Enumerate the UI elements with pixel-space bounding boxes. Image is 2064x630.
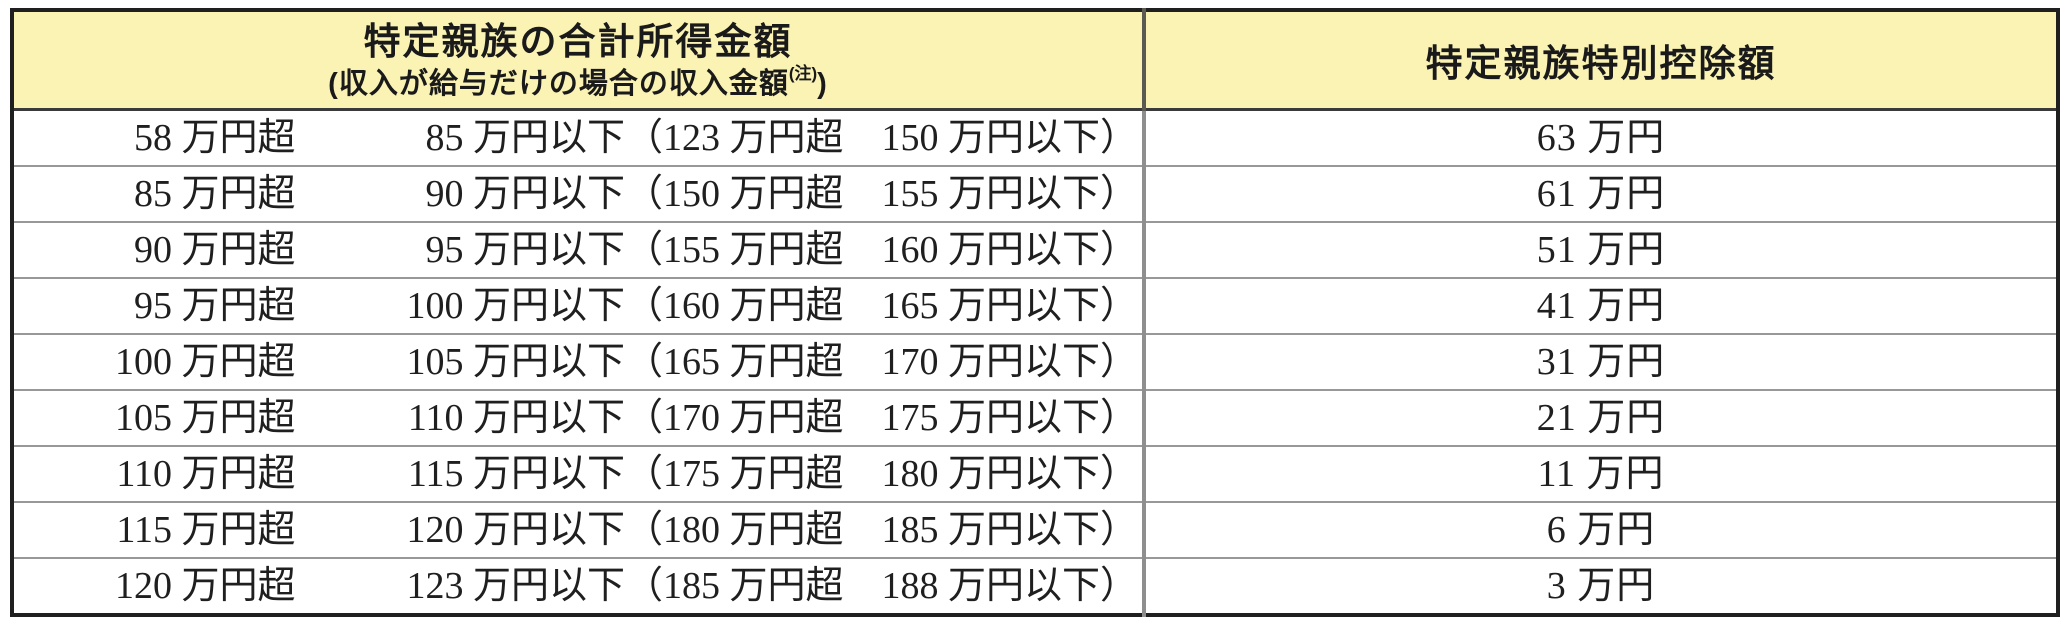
income-range-cell: 120 万円超 123 万円以下 （185 万円超 188 万円以下） xyxy=(12,557,1144,615)
table-row: 95 万円超 100 万円以下 （160 万円超 165 万円以下） 41 万円 xyxy=(12,277,2058,334)
table-row: 115 万円超 120 万円以下 （180 万円超 185 万円以下） 6 万円 xyxy=(12,501,2058,558)
note-superscript: (注) xyxy=(788,64,818,84)
header-row: 特定親族の合計所得金額 (収入が給与だけの場合の収入金額(注)) 特定親族特別控… xyxy=(12,10,2058,111)
table-row: 100 万円超 105 万円以下 （165 万円超 170 万円以下） 31 万… xyxy=(12,333,2058,390)
header-income-title: 特定親族の合計所得金額 xyxy=(363,20,793,62)
special-deduction-table: 特定親族の合計所得金額 (収入が給与だけの場合の収入金額(注)) 特定親族特別控… xyxy=(10,8,2060,617)
deduction-cell: 11 万円 xyxy=(1142,445,2058,502)
deduction-cell: 63 万円 xyxy=(1142,109,2058,166)
table-row: 58 万円超 85 万円以下 （123 万円超 150 万円以下） 63 万円 xyxy=(12,109,2058,166)
income-range-cell: 95 万円超 100 万円以下 （160 万円超 165 万円以下） xyxy=(12,277,1144,334)
deduction-cell: 51 万円 xyxy=(1142,221,2058,278)
header-income-column: 特定親族の合計所得金額 (収入が給与だけの場合の収入金額(注)) xyxy=(12,10,1144,111)
income-range-cell: 110 万円超 115 万円以下 （175 万円超 180 万円以下） xyxy=(12,445,1144,502)
income-range-cell: 85 万円超 90 万円以下 （150 万円超 155 万円以下） xyxy=(12,165,1144,222)
deduction-table-container: 特定親族の合計所得金額 (収入が給与だけの場合の収入金額(注)) 特定親族特別控… xyxy=(10,8,2060,617)
income-range-cell: 105 万円超 110 万円以下 （170 万円超 175 万円以下） xyxy=(12,389,1144,446)
header-deduction-column: 特定親族特別控除額 xyxy=(1142,10,2058,111)
deduction-cell: 61 万円 xyxy=(1142,165,2058,222)
deduction-cell: 41 万円 xyxy=(1142,277,2058,334)
deduction-cell: 31 万円 xyxy=(1142,333,2058,390)
table-row: 120 万円超 123 万円以下 （185 万円超 188 万円以下） 3 万円 xyxy=(12,557,2058,615)
table-row: 110 万円超 115 万円以下 （175 万円超 180 万円以下） 11 万… xyxy=(12,445,2058,502)
income-range-cell: 115 万円超 120 万円以下 （180 万円超 185 万円以下） xyxy=(12,501,1144,558)
table-row: 90 万円超 95 万円以下 （155 万円超 160 万円以下） 51 万円 xyxy=(12,221,2058,278)
deduction-cell: 6 万円 xyxy=(1142,501,2058,558)
table-row: 105 万円超 110 万円以下 （170 万円超 175 万円以下） 21 万… xyxy=(12,389,2058,446)
income-range-cell: 58 万円超 85 万円以下 （123 万円超 150 万円以下） xyxy=(133,117,1138,159)
income-range-cell: 90 万円超 95 万円以下 （155 万円超 160 万円以下） xyxy=(12,221,1144,278)
deduction-cell: 3 万円 xyxy=(1142,557,2058,615)
table-row: 85 万円超 90 万円以下 （150 万円超 155 万円以下） 61 万円 xyxy=(12,165,2058,222)
deduction-cell: 21 万円 xyxy=(1142,389,2058,446)
income-range-cell: 100 万円超 105 万円以下 （165 万円超 170 万円以下） xyxy=(12,333,1144,390)
header-income-subtitle: (収入が給与だけの場合の収入金額(注)) xyxy=(328,64,828,101)
table-body: 58 万円超 85 万円以下 （123 万円超 150 万円以下） 63 万円 … xyxy=(12,109,2058,615)
table-header: 特定親族の合計所得金額 (収入が給与だけの場合の収入金額(注)) 特定親族特別控… xyxy=(12,10,2058,111)
